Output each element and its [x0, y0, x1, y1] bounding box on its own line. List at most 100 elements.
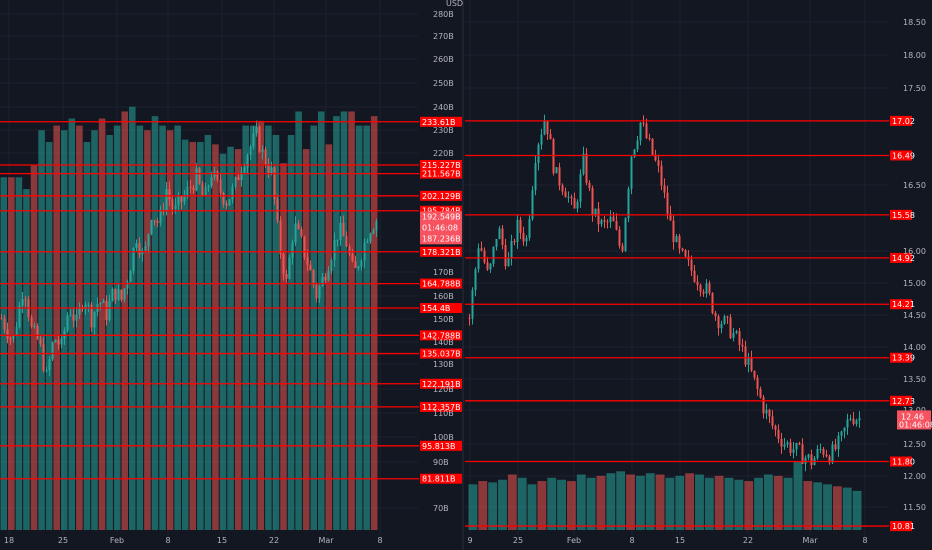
level-label: 202.129B	[422, 192, 461, 201]
candle-body	[672, 220, 675, 243]
candle-body	[102, 300, 105, 303]
candle-body	[144, 246, 147, 251]
candle-body	[594, 208, 597, 215]
y-tick-label: 170B	[433, 268, 454, 277]
y-tick-label: 12.50	[903, 440, 926, 449]
candle-body	[87, 304, 90, 306]
level-label-box	[420, 303, 462, 314]
volume-bar	[83, 142, 91, 530]
volume-bar	[136, 125, 144, 530]
candle-body	[585, 153, 588, 183]
y-tick-label: 11.00	[903, 0, 926, 2]
candle-body	[12, 335, 15, 339]
candle-body	[207, 185, 210, 187]
right-chart-grid	[465, 0, 888, 535]
candle-body	[801, 444, 804, 464]
candle-body	[204, 186, 207, 196]
y-tick-label: 160B	[433, 292, 454, 301]
volume-bar	[675, 475, 685, 530]
candle-body	[822, 448, 825, 455]
candle-body	[21, 299, 24, 306]
candle-body	[582, 153, 585, 174]
candle-body	[156, 220, 159, 224]
left-price-axis[interactable]: 280B 270B 260B 250B 240B 230B 220B 170B 160B 150B…	[420, 10, 462, 513]
candle-body	[312, 270, 315, 285]
level-label: 14.92	[892, 254, 915, 263]
volume-bar	[166, 130, 174, 530]
right-price-axis[interactable]: 18.50 18.00 17.50 16.50 16.00 15.00 14.50 14.00…	[897, 0, 932, 512]
candle-body	[15, 327, 18, 336]
candle-body	[768, 409, 771, 417]
level-label: 15.58	[892, 211, 915, 220]
candle-body	[48, 359, 51, 371]
level-label: 13.39	[892, 354, 915, 363]
candle-body	[177, 196, 180, 205]
x-tick-label: 25	[513, 536, 523, 545]
volume-bar	[724, 477, 734, 530]
candle-body	[198, 168, 201, 184]
candle-body	[783, 444, 786, 447]
candle-body	[654, 154, 657, 161]
candle-body	[246, 155, 249, 168]
candle-body	[612, 216, 615, 222]
candle-body	[681, 248, 684, 251]
volume-bar	[227, 146, 234, 530]
x-tick-label: 8	[862, 536, 867, 545]
candle-body	[117, 289, 120, 300]
volume-bar	[478, 481, 488, 530]
volume-bar	[537, 481, 547, 530]
candle-body	[855, 420, 858, 425]
candle-body	[675, 236, 678, 243]
x-tick-label: 15	[675, 536, 685, 545]
candle-body	[372, 230, 375, 234]
candle-body	[99, 302, 102, 305]
candle-body	[90, 304, 93, 328]
x-tick-label: 8	[629, 536, 634, 545]
right-time-axis[interactable]: 9 25 Feb 8 15 22 Mar 8	[467, 536, 867, 545]
volume-bar	[665, 477, 675, 530]
y-tick-label: 220B	[433, 149, 454, 158]
candle-body	[546, 121, 549, 135]
candle-body	[516, 219, 519, 243]
candle-body	[576, 201, 579, 209]
candle-body	[756, 377, 759, 389]
candle-body	[348, 246, 351, 254]
x-tick-label: Mar	[318, 536, 334, 545]
candle-body	[288, 257, 291, 279]
candle-body	[660, 165, 663, 186]
volume-bar	[567, 481, 576, 530]
right-horizontal-levels[interactable]: 17.02 16.49 15.58 14.92 14.21 13.39 12.73 11.80…	[465, 115, 915, 532]
candle-body	[243, 167, 246, 173]
candle-body	[663, 185, 666, 193]
candle-body	[267, 165, 270, 174]
candle-body	[564, 191, 567, 198]
candle-body	[132, 247, 135, 271]
candle-body	[696, 281, 699, 286]
left-horizontal-levels[interactable]: 233.61B215.227B211.567B202.129B195.784B1…	[0, 116, 462, 484]
candle-body	[846, 419, 849, 428]
volume-bar	[144, 130, 151, 530]
candle-body	[711, 293, 714, 313]
candle-body	[264, 149, 267, 166]
volume-bar	[734, 479, 744, 530]
level-label: 195.784B	[422, 207, 461, 216]
level-label-box	[890, 352, 912, 363]
candle-body	[159, 209, 162, 224]
candle-body	[147, 233, 150, 247]
candle-body	[552, 139, 555, 174]
volume-bar	[98, 118, 106, 530]
volume-bar	[265, 125, 272, 530]
volume-bar	[557, 479, 566, 530]
x-tick-label: 22	[743, 536, 753, 545]
candle-body	[153, 220, 156, 222]
candle-body	[804, 457, 807, 464]
level-label-box	[420, 205, 462, 216]
volume-bar	[645, 473, 655, 530]
candle-body	[837, 435, 840, 450]
candle-body	[180, 196, 183, 202]
level-label-box	[890, 521, 912, 532]
candle-body	[369, 233, 372, 242]
left-time-axis[interactable]: 18 25 Feb 8 15 22 Mar 8	[4, 536, 383, 545]
candle-body	[858, 418, 861, 421]
